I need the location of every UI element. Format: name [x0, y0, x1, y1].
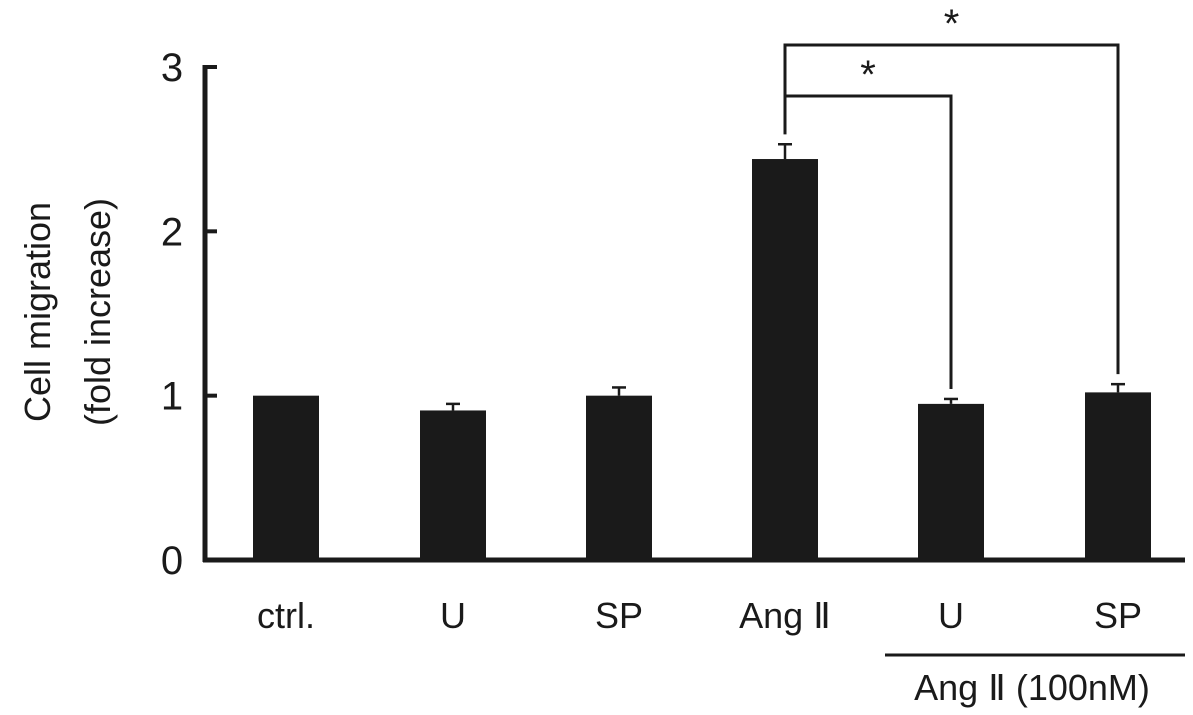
- x-tick-label: U: [440, 595, 466, 636]
- y-tick-label: 0: [161, 539, 183, 583]
- bar: [420, 410, 486, 560]
- bar: [918, 403, 984, 560]
- y-axis-label: Cell migration (fold increase): [17, 198, 118, 426]
- bar: [1085, 392, 1151, 560]
- bars: ctrl. U SP Ang Ⅱ U SP: [253, 142, 1151, 636]
- significance-brackets: **: [783, 2, 1120, 389]
- x-tick-label: SP: [1094, 595, 1142, 636]
- bar: [586, 395, 652, 560]
- x-tick-label: U: [938, 595, 964, 636]
- x-tick-label: Ang Ⅱ: [739, 595, 831, 636]
- x-tick-label: SP: [595, 595, 643, 636]
- y-tick-label: 3: [161, 46, 183, 90]
- significance-bracket: [783, 43, 1120, 375]
- significance-marker: *: [944, 2, 960, 46]
- group-annotation: Ang Ⅱ (100nM): [885, 653, 1185, 708]
- bar: [253, 395, 319, 560]
- y-axis-label-line1: Cell migration: [17, 202, 58, 422]
- y-tick-label: 2: [161, 210, 183, 254]
- y-axis-label-line2: (fold increase): [77, 198, 118, 426]
- axes: 0 1 2 3: [161, 46, 1185, 583]
- group-label: Ang Ⅱ (100nM): [914, 667, 1150, 708]
- y-tick-label: 1: [161, 375, 183, 419]
- x-tick-label: ctrl.: [257, 595, 315, 636]
- significance-marker: *: [860, 53, 876, 97]
- bar: [752, 159, 818, 560]
